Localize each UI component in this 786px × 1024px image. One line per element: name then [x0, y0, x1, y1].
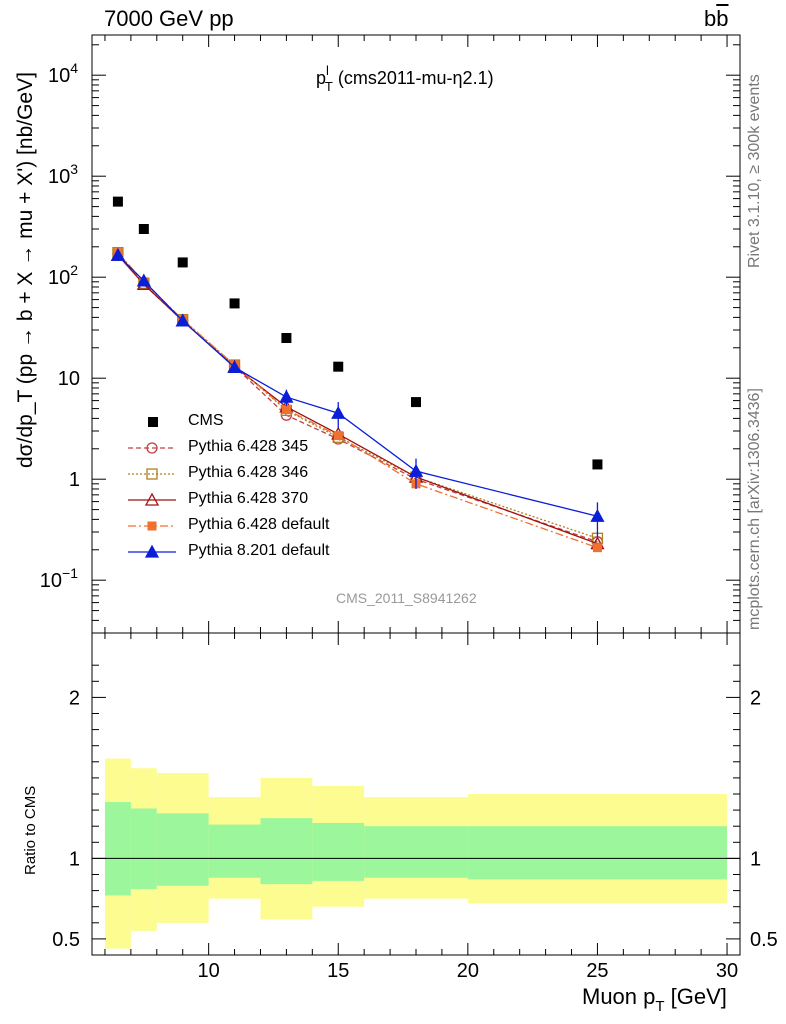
y-tick-label: 102	[48, 262, 78, 289]
ratio-band-inner	[312, 822, 365, 881]
ratio-band-inner	[364, 826, 468, 878]
mcplots-label: mcplots.cern.ch [arXiv:1306.3436]	[746, 388, 763, 630]
x-tick-label: 30	[716, 960, 738, 982]
plot-title: plT (cms2011-mu-η2.1)	[316, 63, 494, 94]
data-point	[229, 298, 240, 309]
series-p345	[112, 248, 604, 548]
energy-label: 7000 GeV pp	[104, 6, 234, 31]
x-tick-label: 20	[457, 960, 479, 982]
y-tick-label: 10−1	[40, 565, 78, 592]
legend-markers	[128, 417, 176, 558]
data-point	[333, 361, 344, 372]
x-axis-title: Muon pT [GeV]	[582, 984, 727, 1015]
data-point	[590, 508, 605, 522]
ratio-band-inner	[260, 818, 313, 885]
x-tick-label: 10	[198, 960, 220, 982]
ratio-band-inner	[156, 813, 209, 886]
data-series	[110, 196, 605, 558]
data-point	[592, 459, 603, 470]
y-tick-label: 10	[58, 368, 80, 390]
legend-marker	[148, 417, 158, 427]
x-tick-label: 25	[586, 960, 608, 982]
data-point	[333, 431, 343, 441]
data-point	[175, 313, 190, 327]
data-point	[408, 463, 424, 477]
data-point	[281, 332, 292, 343]
legend-marker	[147, 521, 157, 531]
data-point	[177, 257, 188, 268]
ratio-y-tick-label-right: 0.5	[750, 929, 778, 951]
data-point	[331, 405, 346, 419]
legend-pythia-370: Pythia 6.428 370	[188, 490, 309, 507]
process-label: bb	[704, 6, 729, 31]
ratio-band-inner	[467, 826, 728, 880]
series-cms	[112, 196, 603, 470]
legend-marker	[146, 442, 158, 454]
ratio-band-inner	[104, 802, 131, 896]
data-point	[279, 389, 294, 403]
upper-y-axis-title: dσ/dp_T (pp → b + X → mu + X') [nb/GeV]	[14, 72, 37, 468]
legend-pythia-345: Pythia 6.428 345	[188, 438, 309, 455]
legend-cms: CMS	[188, 412, 224, 429]
ratio-uncertainty-bands	[92, 758, 740, 949]
series-p8	[110, 247, 605, 537]
analysis-watermark: CMS_2011_S8941262	[336, 590, 477, 606]
legend-marker	[146, 468, 158, 480]
data-point	[138, 224, 149, 235]
ratio-y-tick-label: 2	[69, 687, 80, 709]
data-point	[592, 543, 602, 553]
legend-pythia-default: Pythia 6.428 default	[188, 516, 330, 533]
ratio-band-inner	[130, 808, 157, 889]
x-tick-label: 15	[327, 960, 349, 982]
legend-marker	[144, 544, 160, 558]
data-point	[110, 247, 126, 261]
y-tick-label: 1	[69, 469, 80, 491]
legend-pythia8-default: Pythia 8.201 default	[188, 542, 330, 559]
data-point	[227, 360, 242, 374]
legend-marker	[144, 492, 160, 506]
ratio-band-inner	[208, 824, 261, 878]
y-tick-label: 103	[48, 161, 78, 188]
data-point	[112, 196, 123, 207]
data-point	[281, 404, 291, 414]
data-point	[136, 273, 151, 287]
ratio-y-axis-title: Ratio to CMS	[22, 785, 39, 875]
legend-pythia-346: Pythia 6.428 346	[188, 464, 309, 481]
ratio-y-tick-label-right: 2	[750, 687, 761, 709]
data-point	[411, 397, 421, 408]
ratio-y-tick-label: 0.5	[52, 929, 80, 951]
ratio-y-tick-label-right: 1	[750, 848, 761, 870]
y-tick-label: 104	[48, 60, 78, 87]
series-p370	[110, 247, 605, 550]
series-line-p8	[117, 254, 598, 517]
ratio-y-tick-label: 1	[69, 848, 80, 870]
rivet-version-label: Rivet 3.1.10, ≥ 300k events	[746, 74, 763, 268]
